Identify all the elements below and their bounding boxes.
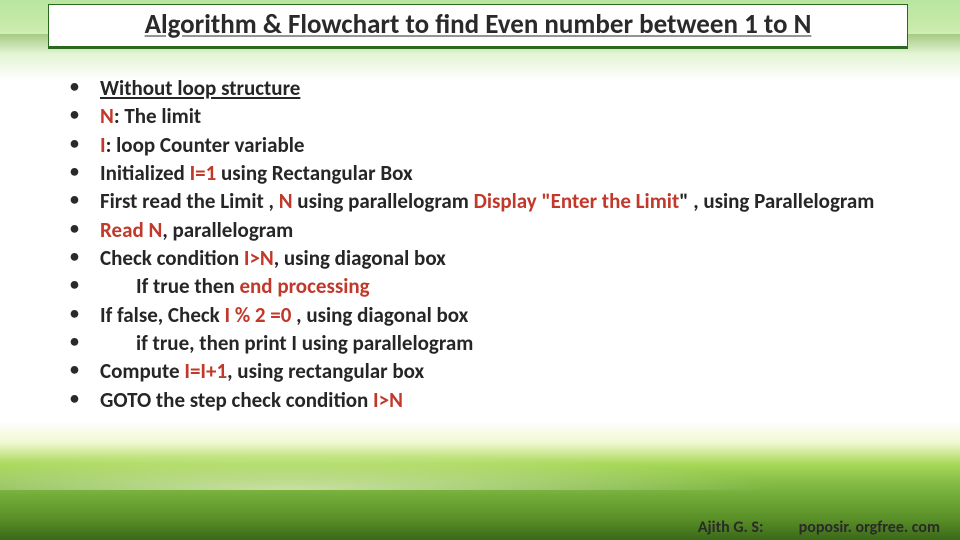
text: using Rectangular Box bbox=[216, 160, 412, 186]
text-red: I=I+1 bbox=[184, 358, 227, 384]
text-red: N bbox=[100, 103, 114, 129]
grass-accent-bottom bbox=[0, 450, 960, 490]
text: If true then bbox=[136, 273, 239, 299]
text: If false, Check bbox=[100, 302, 225, 328]
text: , using diagonal box bbox=[296, 302, 468, 328]
list-item: Check condition I>N, using diagonal box bbox=[60, 244, 930, 272]
text-red: I % 2 =0 bbox=[225, 302, 297, 328]
text: Check condition bbox=[100, 245, 244, 271]
text: using parallelogram bbox=[293, 188, 474, 214]
bullet-list: Without loop structure N: The limit I: l… bbox=[60, 74, 930, 414]
indent: if true, then print I using parallelogra… bbox=[100, 329, 473, 357]
slide-title: Algorithm & Flowchart to find Even numbe… bbox=[48, 4, 908, 49]
list-item: If false, Check I % 2 =0 , using diagona… bbox=[60, 301, 930, 329]
indent: If true then end processing bbox=[100, 272, 370, 300]
list-item: Read N, parallelogram bbox=[60, 216, 930, 244]
text: , using diagonal box bbox=[274, 245, 446, 271]
text-red: Display "Enter the Limit bbox=[474, 188, 680, 214]
text-underline: Without loop structure bbox=[100, 75, 300, 101]
list-item: If true then end processing bbox=[60, 272, 930, 300]
text: Initialized bbox=[100, 160, 190, 186]
footer: Ajith G. S: poposir. orgfree. com bbox=[0, 518, 960, 537]
list-item: Initialized I=1 using Rectangular Box bbox=[60, 159, 930, 187]
text-red: end processing bbox=[239, 273, 369, 299]
footer-author: Ajith G. S: bbox=[698, 518, 764, 537]
list-item: I: loop Counter variable bbox=[60, 131, 930, 159]
list-item: N: The limit bbox=[60, 102, 930, 130]
text: GOTO the step check condition bbox=[100, 387, 373, 413]
list-item: GOTO the step check condition I>N bbox=[60, 386, 930, 414]
footer-site: poposir. orgfree. com bbox=[799, 518, 940, 537]
text: " , using Parallelogram bbox=[679, 188, 874, 214]
text: : loop Counter variable bbox=[106, 132, 305, 158]
text: if true, then print I using parallelogra… bbox=[136, 330, 473, 356]
text: , using rectangular box bbox=[227, 358, 424, 384]
text: First read the Limit , bbox=[100, 188, 279, 214]
text-red: I>N bbox=[244, 245, 274, 271]
list-item: Compute I=I+1, using rectangular box bbox=[60, 357, 930, 385]
text-red: N bbox=[279, 188, 293, 214]
list-item: First read the Limit , N using parallelo… bbox=[60, 187, 930, 215]
text-red: Read N bbox=[100, 217, 162, 243]
text: : The limit bbox=[114, 103, 201, 129]
list-item: Without loop structure bbox=[60, 74, 930, 102]
text: , parallelogram bbox=[162, 217, 293, 243]
list-item: if true, then print I using parallelogra… bbox=[60, 329, 930, 357]
text: Compute bbox=[100, 358, 184, 384]
text-red: I>N bbox=[373, 387, 403, 413]
text-red: I=1 bbox=[190, 160, 217, 186]
